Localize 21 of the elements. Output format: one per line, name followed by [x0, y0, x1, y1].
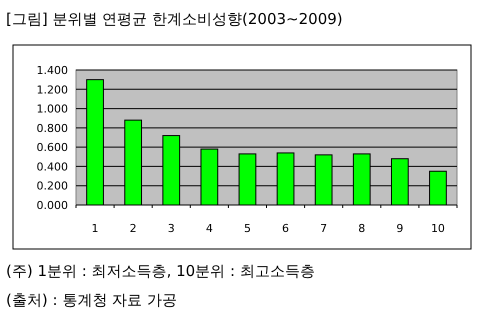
x-tick-label: 8 — [358, 222, 366, 235]
y-tick-label: 1.400 — [36, 64, 68, 77]
x-tick-label: 6 — [282, 222, 290, 235]
x-tick-label: 4 — [206, 222, 213, 235]
y-tick-label: 0.800 — [36, 122, 68, 135]
x-tick-label: 9 — [396, 222, 404, 235]
y-tick-label: 1.200 — [36, 83, 68, 96]
chart-title: [그림] 분위별 연평균 한계소비성향(2003~2009) — [6, 10, 343, 28]
x-tick-label: 10 — [430, 222, 445, 235]
x-tick-label: 2 — [130, 222, 137, 235]
x-tick-label: 7 — [320, 222, 328, 235]
x-tick-label: 3 — [168, 222, 175, 235]
text: (출처) : 통계청 자료 가공 — [6, 291, 177, 309]
y-tick-label: 0.000 — [36, 199, 68, 212]
text: (주) 1분위 : 최저소득층, 10분위 : 최고소득층 — [6, 262, 315, 280]
y-tick-label: 0.200 — [36, 180, 68, 193]
x-tick-label: 5 — [244, 222, 251, 235]
x-tick-label: 1 — [92, 222, 99, 235]
y-tick-label: 0.400 — [36, 160, 68, 174]
y-tick-label: 0.600 — [36, 141, 68, 154]
y-tick-label: 1.000 — [36, 102, 68, 116]
